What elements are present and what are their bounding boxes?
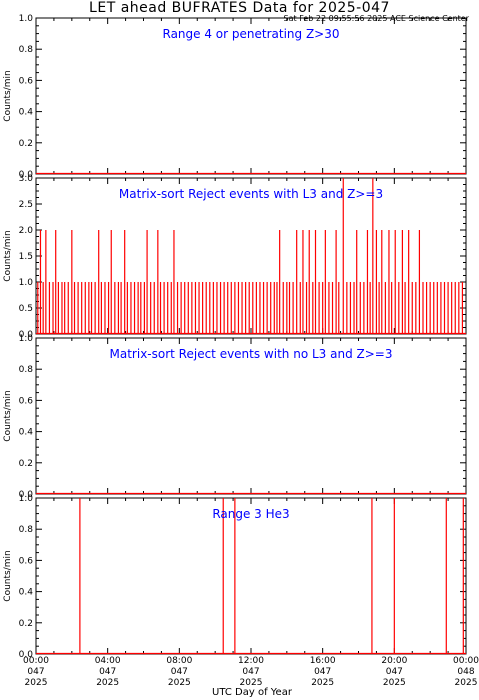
x-tick-label: 2025	[311, 678, 334, 688]
x-tick-label: 2025	[240, 678, 263, 688]
x-tick-label: 20:00	[381, 656, 407, 666]
y-tick-label: 1.0	[19, 14, 34, 24]
panels: 0.0 0.2 0.4 0.6 0.8 1.0 Counts/min Range 4 or p…	[3, 14, 467, 660]
x-tick-label: 048	[457, 667, 474, 677]
y-tick-label: 0.6	[19, 396, 34, 406]
panel-title: Matrix-sort Reject events with L3 and Z>…	[119, 187, 383, 201]
x-tick-label: 047	[171, 667, 188, 677]
y-tick-label: 1.5	[19, 252, 33, 262]
y-tick-label: 0.5	[19, 304, 33, 314]
x-tick-label: 16:00	[310, 656, 336, 666]
y-tick-label: 1.0	[19, 278, 34, 288]
y-tick-label: 1.0	[19, 334, 34, 344]
y-tick-label: 0.4	[19, 428, 34, 438]
x-tick-label: 12:00	[238, 656, 264, 666]
panel-1: 0.0 0.2 0.4 0.6 0.8 1.0 Counts/min Range 4 or p…	[3, 14, 467, 180]
y-tick-label: 0.2	[19, 459, 33, 469]
y-tick-label: 1.0	[19, 494, 34, 504]
x-tick-label: 00:00	[453, 656, 479, 666]
x-tick-label: 047	[314, 667, 331, 677]
y-axis-label: Counts/min	[3, 230, 13, 281]
panel-frame	[35, 337, 467, 495]
y-tick-label: 0.8	[19, 525, 34, 535]
x-axis-label: UTC Day of Year	[212, 687, 293, 698]
y-tick-label: 0.0	[19, 330, 34, 340]
x-tick-label: 2025	[455, 678, 478, 688]
x-tick-label: 2025	[168, 678, 191, 688]
x-tick-label: 047	[242, 667, 259, 677]
x-tick-label: 2025	[25, 678, 48, 688]
x-tick-label: 047	[27, 667, 44, 677]
panel-title: Matrix-sort Reject events with no L3 and…	[110, 347, 393, 361]
y-tick-label: 0.8	[19, 45, 34, 55]
y-tick-label: 2.0	[19, 226, 34, 236]
panel-frame	[35, 177, 467, 335]
x-tick-label: 08:00	[166, 656, 192, 666]
y-axis-label: Counts/min	[3, 70, 13, 121]
x-tick-label: 04:00	[95, 656, 121, 666]
y-tick-label: 0.4	[19, 108, 34, 118]
panel-3: 0.0 0.2 0.4 0.6 0.8 1.0 Counts/min Matrix-sort …	[3, 334, 467, 500]
x-tick-label: 00:00	[23, 656, 49, 666]
panel-4: 0.0 0.2 0.4 0.6 0.8 1.0 Counts/min Range 3 He3	[3, 494, 467, 660]
y-axis-label: Counts/min	[3, 390, 13, 441]
y-tick-label: 0.6	[19, 76, 34, 86]
y-tick-label: 0.0	[19, 650, 34, 660]
chart-title: LET ahead BUFRATES Data for 2025-047	[89, 0, 390, 16]
panel-frame	[35, 17, 467, 175]
y-tick-label: 0.0	[19, 170, 34, 180]
panel-title: Range 3 He3	[212, 507, 289, 521]
x-tick-label: 2025	[383, 678, 406, 688]
y-tick-label: 2.5	[19, 200, 33, 210]
panel-2: 0.0 0.5 1.0 1.5 2.0 2.5 3.0 Counts/min Matrix-so…	[3, 174, 467, 340]
y-tick-label: 0.6	[19, 556, 34, 566]
y-tick-label: 0.4	[19, 588, 34, 598]
y-tick-label: 0.0	[19, 490, 34, 500]
x-tick-label: 047	[386, 667, 403, 677]
y-tick-label: 0.2	[19, 139, 33, 149]
x-tick-label: 047	[99, 667, 116, 677]
panel-title: Range 4 or penetrating Z>30	[163, 27, 340, 41]
panel-frame	[35, 497, 467, 655]
y-axis-label: Counts/min	[3, 550, 13, 601]
y-tick-label: 0.2	[19, 619, 33, 629]
y-tick-label: 3.0	[19, 174, 34, 184]
x-axis: 00:00047202504:00047202508:00047202512:0…	[23, 656, 479, 688]
x-tick-label: 2025	[96, 678, 119, 688]
y-tick-label: 0.8	[19, 365, 34, 375]
